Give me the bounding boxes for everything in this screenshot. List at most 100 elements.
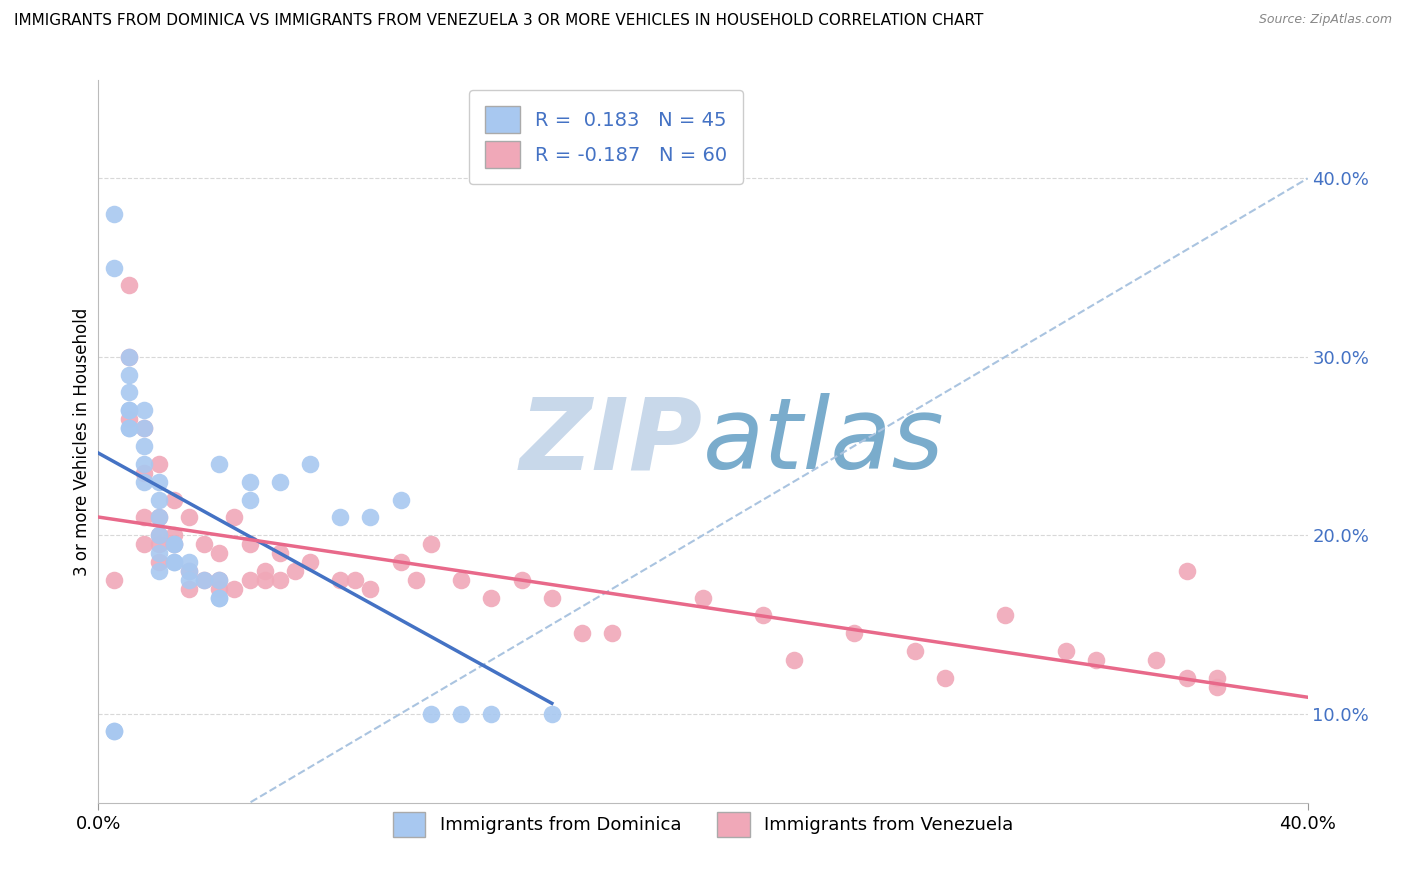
Point xyxy=(179,510,201,524)
Point xyxy=(179,582,201,596)
Point xyxy=(253,573,276,587)
Point xyxy=(208,457,231,471)
Point xyxy=(118,350,141,364)
Point xyxy=(163,537,186,551)
Point xyxy=(118,412,141,426)
Point xyxy=(118,385,141,400)
Point xyxy=(148,564,170,578)
Point xyxy=(239,492,262,507)
Point xyxy=(132,421,155,435)
Point xyxy=(179,555,201,569)
Point xyxy=(103,260,125,275)
Point xyxy=(132,439,155,453)
Point xyxy=(1085,653,1108,667)
Point xyxy=(148,528,170,542)
Point xyxy=(103,724,125,739)
Point xyxy=(132,421,155,435)
Point xyxy=(163,528,186,542)
Point xyxy=(571,626,593,640)
Point xyxy=(269,475,291,489)
Point xyxy=(269,573,291,587)
Point xyxy=(208,591,231,605)
Point xyxy=(389,492,412,507)
Point xyxy=(132,457,155,471)
Point xyxy=(132,510,155,524)
Point xyxy=(193,573,215,587)
Y-axis label: 3 or more Vehicles in Household: 3 or more Vehicles in Household xyxy=(73,308,91,575)
Point xyxy=(148,475,170,489)
Point xyxy=(239,537,262,551)
Point xyxy=(132,466,155,480)
Point xyxy=(540,706,562,721)
Point xyxy=(224,510,246,524)
Point xyxy=(360,510,382,524)
Point xyxy=(239,573,262,587)
Point xyxy=(405,573,427,587)
Point xyxy=(148,537,170,551)
Point xyxy=(103,573,125,587)
Point xyxy=(148,510,170,524)
Point xyxy=(148,546,170,560)
Point xyxy=(752,608,775,623)
Point xyxy=(208,582,231,596)
Point xyxy=(1175,564,1198,578)
Point xyxy=(420,537,443,551)
Point xyxy=(148,492,170,507)
Point xyxy=(118,350,141,364)
Point xyxy=(148,528,170,542)
Point xyxy=(118,421,141,435)
Point xyxy=(344,573,367,587)
Point xyxy=(389,555,412,569)
Point xyxy=(253,564,276,578)
Point xyxy=(360,582,382,596)
Point xyxy=(510,573,533,587)
Point xyxy=(1175,671,1198,685)
Point xyxy=(299,457,322,471)
Point xyxy=(118,403,141,417)
Point xyxy=(148,510,170,524)
Point xyxy=(481,706,503,721)
Point xyxy=(239,475,262,489)
Legend: Immigrants from Dominica, Immigrants from Venezuela: Immigrants from Dominica, Immigrants fro… xyxy=(385,805,1021,845)
Point xyxy=(163,555,186,569)
Point xyxy=(329,510,352,524)
Point xyxy=(179,564,201,578)
Point xyxy=(148,457,170,471)
Point xyxy=(118,368,141,382)
Point xyxy=(103,724,125,739)
Point xyxy=(132,537,155,551)
Point xyxy=(540,591,562,605)
Text: IMMIGRANTS FROM DOMINICA VS IMMIGRANTS FROM VENEZUELA 3 OR MORE VEHICLES IN HOUS: IMMIGRANTS FROM DOMINICA VS IMMIGRANTS F… xyxy=(14,13,983,29)
Point xyxy=(163,537,186,551)
Point xyxy=(994,608,1017,623)
Point xyxy=(1054,644,1077,658)
Point xyxy=(299,555,322,569)
Point xyxy=(118,421,141,435)
Point xyxy=(1206,671,1229,685)
Point xyxy=(148,555,170,569)
Point xyxy=(329,573,352,587)
Point xyxy=(163,492,186,507)
Point xyxy=(844,626,866,640)
Point xyxy=(179,564,201,578)
Point xyxy=(163,537,186,551)
Point xyxy=(1144,653,1167,667)
Point xyxy=(193,537,215,551)
Point xyxy=(208,573,231,587)
Point xyxy=(450,706,472,721)
Point xyxy=(420,706,443,721)
Text: ZIP: ZIP xyxy=(520,393,703,490)
Point xyxy=(284,564,307,578)
Point xyxy=(118,403,141,417)
Point xyxy=(904,644,927,658)
Point xyxy=(163,555,186,569)
Point xyxy=(481,591,503,605)
Point xyxy=(179,573,201,587)
Point xyxy=(1206,680,1229,694)
Point xyxy=(208,573,231,587)
Point xyxy=(602,626,624,640)
Point xyxy=(450,573,472,587)
Point xyxy=(208,546,231,560)
Text: Source: ZipAtlas.com: Source: ZipAtlas.com xyxy=(1258,13,1392,27)
Point xyxy=(208,591,231,605)
